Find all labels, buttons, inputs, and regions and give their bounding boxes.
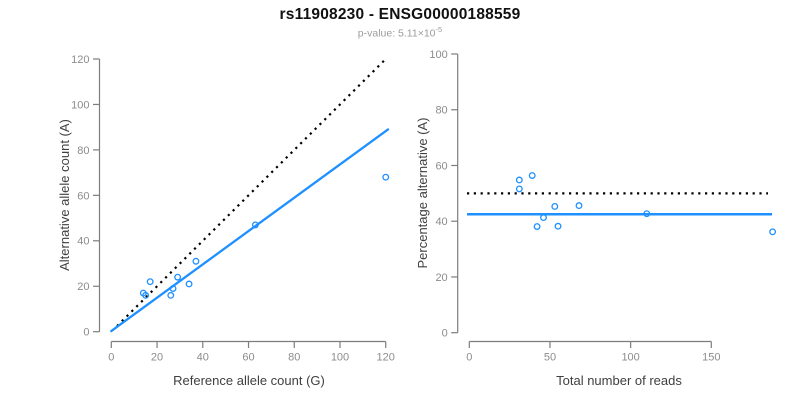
x-axis-title: Total number of reads: [556, 373, 682, 388]
y-tick-label: 40: [435, 216, 447, 228]
figure-subtitle: p-value: 5.11×10-5: [0, 25, 800, 40]
y-tick-label: 40: [77, 236, 89, 248]
data-point: [174, 273, 182, 281]
y-axis-title: Alternative allele count (A): [57, 119, 72, 271]
data-point: [533, 223, 541, 230]
x-tick-label: 60: [242, 352, 254, 364]
y-tick-label: 100: [429, 49, 447, 61]
y-tick-label: 0: [83, 327, 89, 339]
data-point: [382, 173, 390, 181]
data-point: [146, 278, 154, 286]
identity-line: [116, 57, 388, 327]
data-point: [769, 228, 777, 236]
data-point: [185, 280, 193, 288]
p-value-exponent: -5: [435, 25, 443, 34]
x-axis-title: Reference allele count (G): [173, 373, 325, 388]
y-tick-label: 60: [77, 190, 89, 202]
y-tick-label: 60: [435, 160, 447, 172]
x-tick-label: 0: [108, 352, 114, 364]
y-tick-label: 0: [442, 328, 448, 340]
p-value-text: p-value: 5.11×10: [357, 27, 436, 40]
x-tick-label: 50: [544, 352, 556, 364]
data-point: [169, 285, 177, 292]
data-point: [515, 185, 523, 193]
x-tick-label: 80: [288, 352, 300, 364]
data-point: [643, 210, 651, 218]
x-tick-label: 0: [466, 352, 472, 364]
data-point: [142, 291, 150, 299]
y-tick-label: 100: [71, 99, 89, 111]
x-tick-label: 100: [331, 352, 349, 364]
data-point: [167, 291, 175, 299]
data-point: [540, 214, 547, 222]
x-tick-label: 120: [377, 352, 395, 364]
data-point: [192, 257, 200, 265]
y-tick-label: 80: [435, 105, 447, 117]
y-tick-label: 20: [77, 281, 89, 293]
x-tick-label: 20: [151, 352, 163, 364]
data-point: [515, 176, 523, 184]
regression-line: [110, 128, 390, 333]
data-point: [554, 222, 562, 230]
y-tick-label: 80: [77, 145, 89, 157]
data-point: [251, 221, 259, 229]
y-axis-title: Percentage alternative (A): [415, 117, 430, 268]
figure-title: rs11908230 - ENSG00000188559: [279, 6, 521, 23]
data-point: [528, 172, 536, 179]
data-point: [575, 202, 583, 210]
x-tick-label: 40: [197, 352, 209, 364]
x-tick-label: 150: [702, 352, 720, 364]
x-tick-label: 100: [621, 352, 639, 364]
data-point: [551, 202, 559, 210]
y-tick-label: 20: [435, 272, 447, 284]
y-tick-label: 120: [71, 54, 89, 66]
